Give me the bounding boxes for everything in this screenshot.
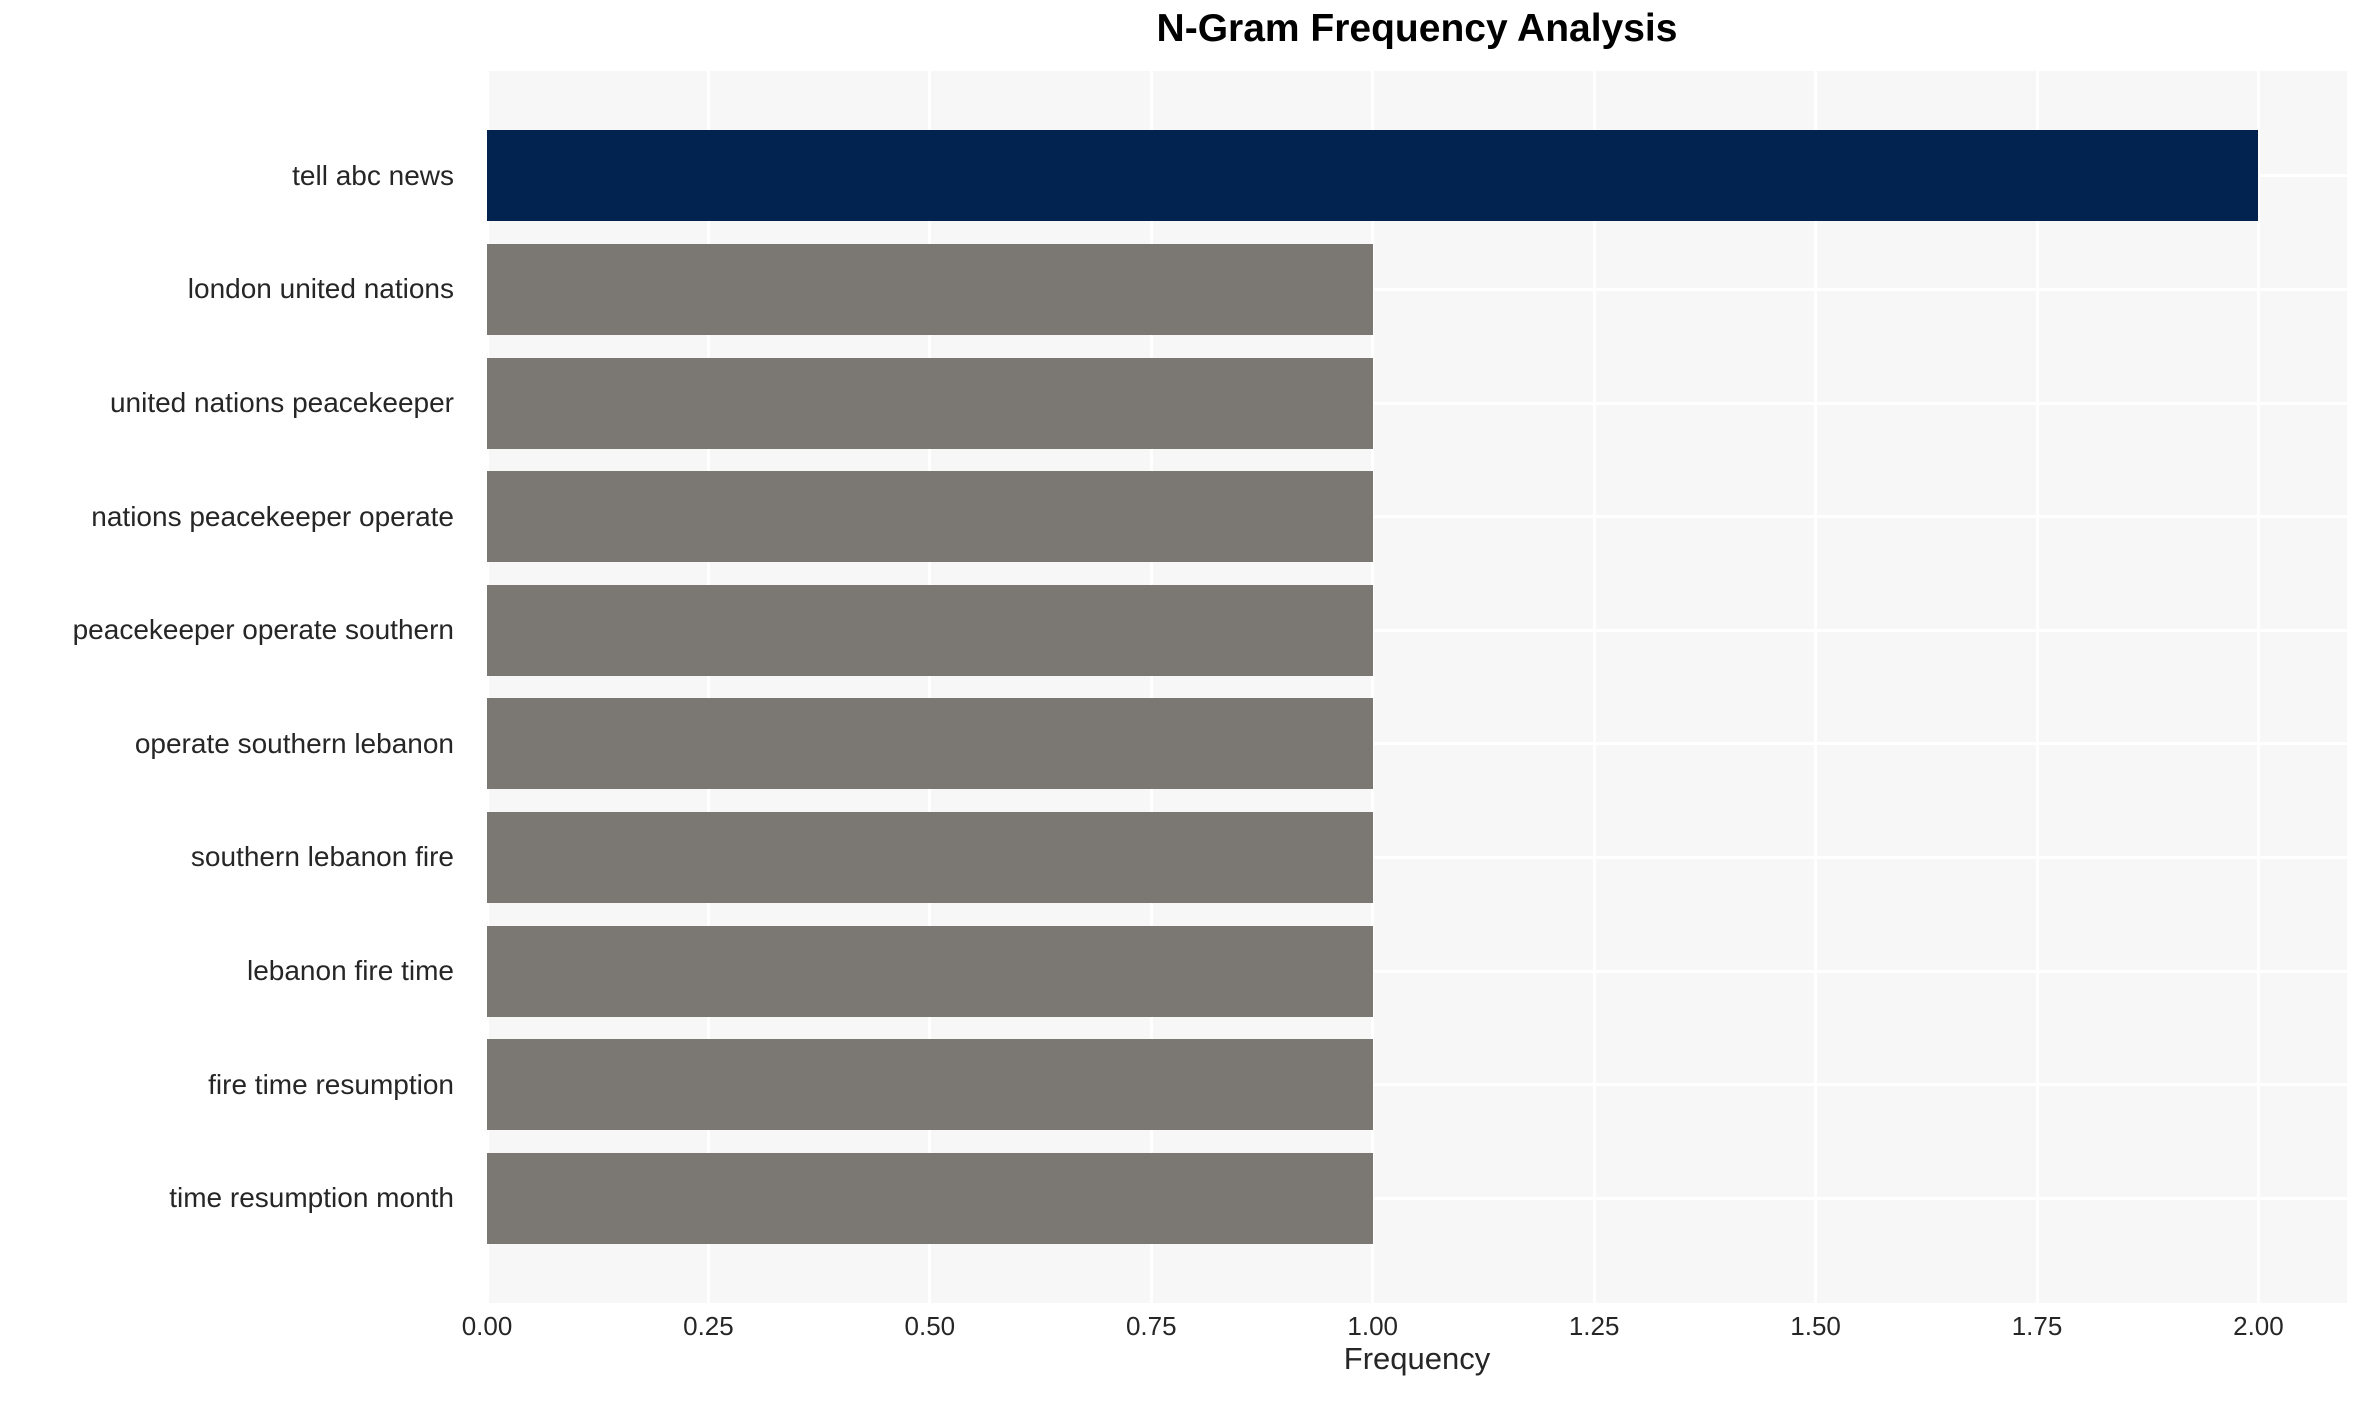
category-label: tell abc news xyxy=(292,159,454,191)
category-label: operate southern lebanon xyxy=(134,727,454,759)
gridline-vertical xyxy=(2035,71,2039,1303)
gridline-vertical xyxy=(1149,71,1153,1303)
x-axis-label: Frequency xyxy=(1343,1341,1491,1376)
bar xyxy=(487,698,1373,790)
bar xyxy=(487,357,1373,449)
gridline-vertical xyxy=(2256,71,2260,1303)
gridline-horizontal xyxy=(487,742,2347,746)
plot-area xyxy=(487,71,2347,1303)
x-tick-label: 0.25 xyxy=(683,1311,734,1341)
gridline-horizontal xyxy=(487,401,2347,405)
x-tick-label: 1.50 xyxy=(1790,1311,1841,1341)
gridline-horizontal xyxy=(487,515,2347,519)
x-tick-label: 1.75 xyxy=(2011,1311,2063,1341)
x-tick-label: 0.75 xyxy=(1125,1311,1177,1341)
bar xyxy=(487,130,2259,222)
bar xyxy=(487,584,1373,676)
x-tick-label: 0.00 xyxy=(461,1311,513,1341)
gridline-horizontal xyxy=(487,855,2347,859)
gridline-vertical xyxy=(1814,71,1818,1303)
category-label: southern lebanon fire xyxy=(190,841,454,873)
gridline-horizontal xyxy=(487,628,2347,632)
category-label: fire time resumption xyxy=(208,1068,454,1100)
bar xyxy=(487,811,1373,903)
bar xyxy=(487,1039,1373,1131)
gridline-vertical xyxy=(706,71,710,1303)
gridline-horizontal xyxy=(487,1196,2347,1200)
gridline-vertical xyxy=(1371,71,1375,1303)
bar xyxy=(487,925,1373,1017)
bar xyxy=(487,243,1373,335)
bar xyxy=(487,1152,1373,1244)
chart-title: N-Gram Frequency Analysis xyxy=(1156,7,1678,50)
category-label: united nations peacekeeper xyxy=(109,386,454,418)
x-tick-label: 2.00 xyxy=(2233,1311,2284,1341)
y-axis-labels: tell abc news london united nations united… xyxy=(0,71,471,1303)
gridline-horizontal xyxy=(487,287,2347,291)
gridline-vertical xyxy=(1592,71,1596,1303)
x-tick-label: 1.25 xyxy=(1568,1311,1620,1341)
category-label: time resumption month xyxy=(169,1182,454,1214)
bar xyxy=(487,471,1373,563)
gridline-horizontal xyxy=(487,1083,2347,1087)
gridline-horizontal xyxy=(487,969,2347,973)
category-label: london united nations xyxy=(187,273,454,305)
gridline-vertical xyxy=(928,71,932,1303)
gridline-vertical xyxy=(487,71,489,1303)
x-tick-label: 1.00 xyxy=(1347,1311,1399,1341)
x-tick-label: 0.50 xyxy=(904,1311,956,1341)
category-label: peacekeeper operate southern xyxy=(72,614,454,646)
category-label: lebanon fire time xyxy=(246,954,454,986)
category-label: nations peacekeeper operate xyxy=(91,500,454,532)
